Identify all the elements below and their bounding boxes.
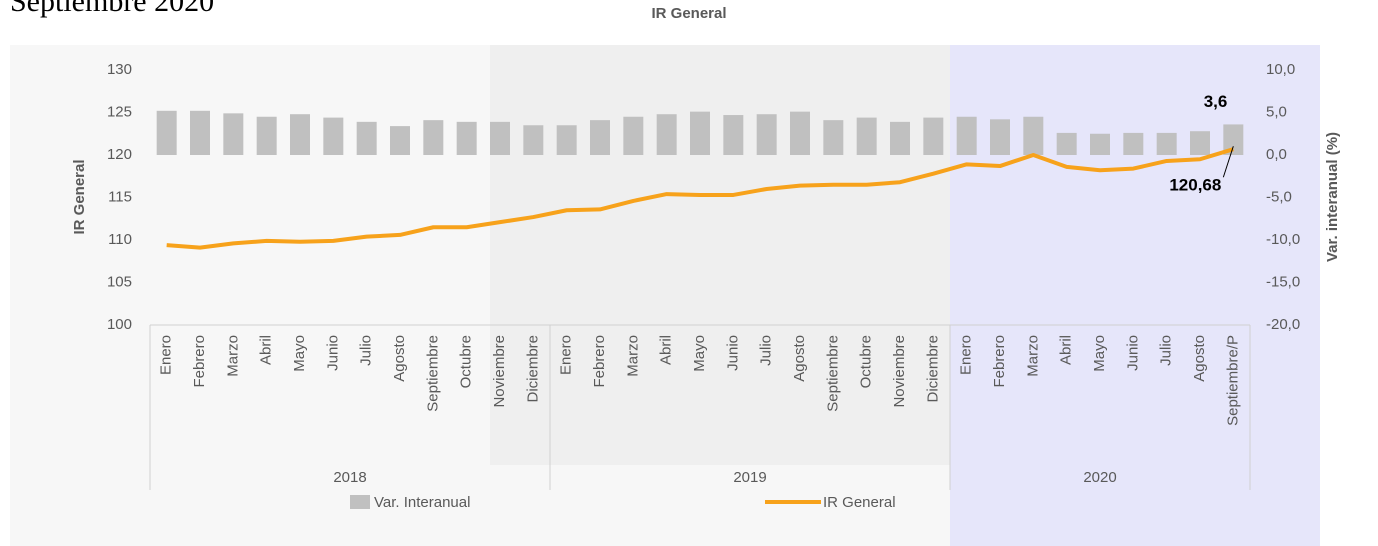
x-tick-label: Mayo [291,335,308,372]
x-tick-label: Abril [1058,335,1075,365]
data-label: 120,68 [1169,176,1221,195]
x-tick-label: Noviembre [491,335,508,408]
bar [756,114,777,155]
x-tick-label: Enero [158,335,175,375]
legend-label: IR General [823,494,896,511]
x-tick-label: Julio [358,335,375,366]
y2-tick-label: -20,0 [1266,316,1300,333]
bar [790,111,810,155]
y2-axis-title: Var. interanual (%) [1324,132,1341,262]
y-tick-label: 105 [107,273,132,290]
bar [823,120,844,155]
group-label: 2018 [333,469,366,486]
bar [690,111,710,155]
bar [1090,133,1110,155]
bar [523,125,544,155]
x-tick-label: Noviembre [891,335,908,408]
y-tick-label: 125 [107,103,132,120]
bar [990,119,1010,155]
x-tick-label: Julio [758,335,775,366]
x-tick-label: Septiembre/P [1224,335,1241,426]
heading: Septiembre 2020 [10,0,214,18]
x-tick-label: Octubre [458,335,475,388]
x-tick-label: Julio [1158,335,1175,366]
bar [1223,124,1244,155]
x-tick-label: Mayo [691,335,708,372]
bar [156,110,177,155]
bar [323,117,344,155]
bar [390,126,410,155]
x-tick-label: Febrero [191,335,208,388]
bar [1023,116,1044,155]
y2-tick-label: -5,0 [1266,188,1292,205]
bar [223,113,244,155]
x-tick-label: Octubre [858,335,875,388]
x-tick-label: Marzo [624,335,641,377]
x-tick-label: Diciembre [924,335,941,403]
leader-line [1222,146,1234,178]
y2-tick-label: -10,0 [1266,231,1300,248]
x-tick-label: Septiembre [824,335,841,412]
x-tick-label: Diciembre [524,335,541,403]
bar [656,114,677,155]
x-tick-label: Abril [658,335,675,365]
y2-tick-label: 10,0 [1266,61,1295,78]
x-tick-label: Agosto [791,335,808,382]
x-tick-label: Febrero [591,335,608,388]
group-label: 2020 [1083,469,1116,486]
legend-swatch [350,495,370,509]
x-tick-label: Febrero [991,335,1008,388]
y2-tick-label: -15,0 [1266,273,1300,290]
y2-tick-label: 5,0 [1266,103,1287,120]
x-tick-label: Junio [324,335,341,371]
line [166,147,1234,250]
x-tick-label: Agosto [1191,335,1208,382]
y-tick-label: 110 [108,231,132,248]
bar [723,115,744,155]
legend-label: Var. Interanual [374,494,470,511]
bar [590,120,610,155]
y2-tick-label: 0,0 [1266,146,1287,163]
bar [623,116,644,155]
bar [456,121,477,155]
x-tick-label: Marzo [224,335,241,377]
x-tick-label: Junio [1124,335,1141,371]
y-tick-label: 130 [107,61,132,78]
y-tick-label: 100 [107,316,132,333]
y-axis-title: IR General [71,159,88,234]
group-label: 2019 [733,469,766,486]
x-tick-label: Junio [724,335,741,371]
bar [1190,131,1210,155]
bar [190,110,210,155]
chart-title: IR General [651,5,726,22]
bar [356,121,377,155]
bar [856,117,877,155]
bar [423,120,444,155]
bar [1056,132,1077,155]
x-tick-label: Enero [958,335,975,375]
highlight-2020 [950,45,1320,546]
bar [956,116,977,155]
x-tick-label: Agosto [391,335,408,382]
bar [890,121,910,155]
data-label: 3,6 [1204,92,1228,111]
bar [290,114,310,155]
x-tick-label: Mayo [1091,335,1108,372]
x-tick-label: Marzo [1024,335,1041,377]
bar [490,121,510,155]
bar [256,116,277,155]
bar [923,117,944,155]
background-band [490,45,950,465]
y-tick-label: 120 [107,146,132,163]
bar [1156,132,1177,155]
bar [556,125,577,155]
x-tick-label: Septiembre [424,335,441,412]
y-tick-label: 115 [108,188,132,205]
bar [1123,132,1144,155]
x-tick-label: Enero [558,335,575,375]
x-tick-label: Abril [258,335,275,365]
